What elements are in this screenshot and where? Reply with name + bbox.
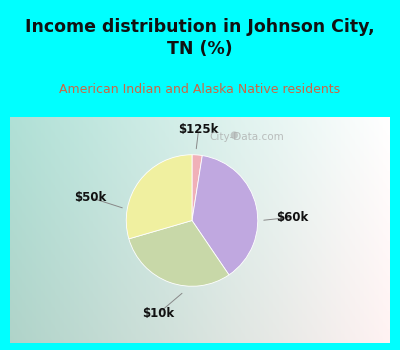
- Text: $60k: $60k: [276, 211, 308, 224]
- Text: $125k: $125k: [178, 123, 219, 136]
- Text: American Indian and Alaska Native residents: American Indian and Alaska Native reside…: [60, 83, 340, 96]
- Wedge shape: [192, 155, 202, 220]
- Text: Income distribution in Johnson City,
TN (%): Income distribution in Johnson City, TN …: [25, 18, 375, 58]
- Wedge shape: [129, 220, 229, 286]
- Wedge shape: [192, 155, 258, 275]
- Text: $10k: $10k: [142, 307, 174, 320]
- Text: City-Data.com: City-Data.com: [210, 132, 284, 141]
- Text: ●: ●: [229, 131, 238, 140]
- Wedge shape: [126, 155, 192, 239]
- Text: $50k: $50k: [74, 191, 106, 204]
